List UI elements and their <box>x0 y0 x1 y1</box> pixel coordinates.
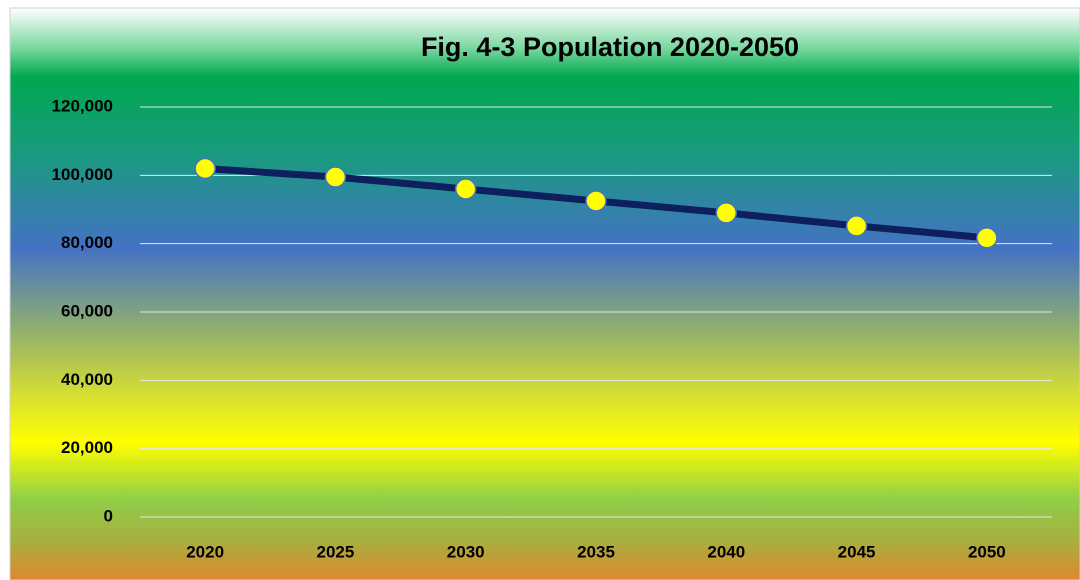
x-tick-label: 2045 <box>838 542 876 561</box>
data-point <box>715 202 738 224</box>
y-tick-label: 0 <box>104 506 113 525</box>
x-tick-label: 2050 <box>968 542 1006 561</box>
x-tick-label: 2030 <box>447 542 485 561</box>
data-point <box>194 157 216 180</box>
y-tick-label: 100,000 <box>52 165 113 184</box>
x-tick-label: 2035 <box>577 542 615 561</box>
y-tick-label: 120,000 <box>52 96 113 115</box>
y-tick-label: 80,000 <box>61 233 113 252</box>
chart-title: Fig. 4-3 Population 2020-2050 <box>421 32 799 62</box>
data-point <box>976 227 998 249</box>
y-tick-label: 60,000 <box>61 301 113 320</box>
chart-background <box>9 7 1080 580</box>
x-tick-label: 2020 <box>186 542 224 561</box>
data-point <box>324 166 347 188</box>
x-tick-label: 2040 <box>707 542 745 561</box>
data-point <box>585 190 607 212</box>
data-point <box>845 215 868 237</box>
y-tick-label: 20,000 <box>61 438 113 457</box>
data-point <box>454 178 477 200</box>
y-tick-label: 40,000 <box>61 370 113 389</box>
x-tick-label: 2025 <box>317 542 355 561</box>
